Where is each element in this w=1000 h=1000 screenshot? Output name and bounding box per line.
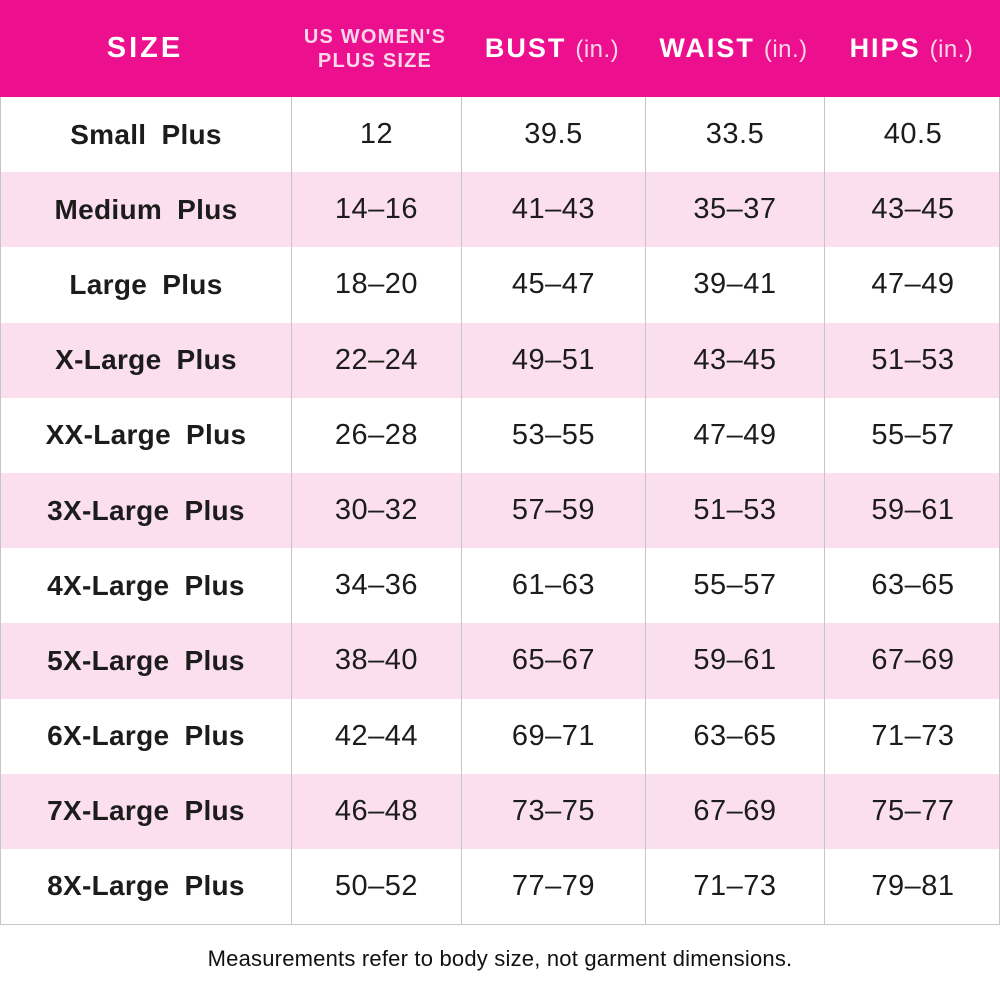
hips-column-label: HIPS bbox=[849, 33, 921, 63]
row-value-waist: 35–37 bbox=[645, 172, 824, 248]
row-value-bust: 69–71 bbox=[461, 698, 645, 774]
row-value-bust: 65–67 bbox=[461, 623, 645, 699]
table-row: 4X-Large Plus 34–36 61–63 55–57 63–65 bbox=[1, 548, 1000, 624]
table-row: Large Plus 18–20 45–47 39–41 47–49 bbox=[1, 247, 1000, 323]
row-size-label: 3X-Large Plus bbox=[47, 494, 245, 526]
row-value-waist: 63–65 bbox=[645, 698, 824, 774]
row-value-plus_size: 22–24 bbox=[291, 322, 461, 398]
row-value-hips: 79–81 bbox=[824, 848, 1000, 925]
row-value-bust: 53–55 bbox=[461, 397, 645, 473]
plus-size-column-label-line2: PLUS SIZE bbox=[317, 49, 433, 72]
row-value-waist: 67–69 bbox=[645, 773, 824, 849]
row-value-hips: 67–69 bbox=[824, 623, 1000, 699]
row-value-hips: 71–73 bbox=[824, 698, 1000, 774]
row-size-label: 5X-Large Plus bbox=[47, 644, 245, 676]
table-row: 8X-Large Plus 50–52 77–79 71–73 79–81 bbox=[1, 848, 1000, 925]
row-value-plus_size: 26–28 bbox=[291, 397, 461, 473]
row-value-bust: 61–63 bbox=[461, 548, 645, 624]
row-value-bust: 41–43 bbox=[461, 172, 645, 248]
row-value-plus_size: 18–20 bbox=[291, 247, 461, 323]
row-size-label: Large Plus bbox=[69, 268, 223, 300]
row-value-plus_size: 12 bbox=[291, 97, 461, 173]
row-value-plus_size: 50–52 bbox=[291, 848, 461, 925]
table-row: 3X-Large Plus 30–32 57–59 51–53 59–61 bbox=[1, 472, 1000, 549]
table-row: XX-Large Plus 26–28 53–55 47–49 55–57 bbox=[1, 397, 1000, 473]
table-body: Small Plus 12 39.5 33.5 40.5 Medium Plus 14–16… bbox=[0, 97, 1000, 926]
header-cell-size: SIZE bbox=[0, 32, 290, 65]
row-value-waist: 39–41 bbox=[645, 247, 824, 323]
row-value-waist: 71–73 bbox=[645, 848, 824, 925]
table-row: 7X-Large Plus 46–48 73–75 67–69 75–77 bbox=[1, 773, 1000, 849]
row-value-bust: 39.5 bbox=[461, 97, 645, 173]
row-size-label: Small Plus bbox=[70, 118, 222, 150]
row-value-waist: 55–57 bbox=[645, 548, 824, 624]
row-size-label: 4X-Large Plus bbox=[47, 569, 245, 601]
row-value-hips: 43–45 bbox=[824, 172, 1000, 248]
bust-column-unit: (in.) bbox=[575, 36, 620, 63]
bust-column-label: BUST bbox=[484, 33, 567, 63]
waist-column-label: WAIST bbox=[659, 33, 755, 63]
table-row: Small Plus 12 39.5 33.5 40.5 bbox=[1, 97, 1000, 173]
row-value-plus_size: 30–32 bbox=[291, 472, 461, 549]
row-size-label: X-Large Plus bbox=[55, 344, 237, 376]
measurement-footnote: Measurements refer to body size, not gar… bbox=[207, 946, 793, 972]
table-header-row: SIZE US WOMEN'S PLUS SIZE BUST (in.) WAI… bbox=[0, 0, 1000, 97]
row-value-hips: 63–65 bbox=[824, 548, 1000, 624]
header-cell-hips: HIPS (in.) bbox=[823, 33, 1000, 64]
header-cell-plus-size: US WOMEN'S PLUS SIZE bbox=[290, 25, 460, 73]
row-value-plus_size: 38–40 bbox=[291, 623, 461, 699]
row-value-bust: 49–51 bbox=[461, 322, 645, 398]
row-value-hips: 59–61 bbox=[824, 472, 1000, 549]
row-value-bust: 73–75 bbox=[461, 773, 645, 849]
row-value-waist: 43–45 bbox=[645, 322, 824, 398]
row-size-label: 6X-Large Plus bbox=[47, 720, 245, 752]
row-value-plus_size: 42–44 bbox=[291, 698, 461, 774]
row-value-bust: 57–59 bbox=[461, 472, 645, 549]
table-row: Medium Plus 14–16 41–43 35–37 43–45 bbox=[1, 172, 1000, 248]
header-cell-waist: WAIST (in.) bbox=[644, 33, 823, 64]
row-size-label: 8X-Large Plus bbox=[47, 870, 245, 902]
row-value-plus_size: 46–48 bbox=[291, 773, 461, 849]
row-value-plus_size: 14–16 bbox=[291, 172, 461, 248]
row-value-waist: 59–61 bbox=[645, 623, 824, 699]
row-value-hips: 51–53 bbox=[824, 322, 1000, 398]
table-row: 5X-Large Plus 38–40 65–67 59–61 67–69 bbox=[1, 623, 1000, 699]
waist-column-unit: (in.) bbox=[763, 36, 808, 63]
row-value-hips: 75–77 bbox=[824, 773, 1000, 849]
row-value-waist: 47–49 bbox=[645, 397, 824, 473]
row-value-plus_size: 34–36 bbox=[291, 548, 461, 624]
plus-size-column-label-line1: US WOMEN'S bbox=[303, 25, 447, 48]
row-value-hips: 47–49 bbox=[824, 247, 1000, 323]
hips-column-unit: (in.) bbox=[929, 36, 974, 63]
row-value-waist: 51–53 bbox=[645, 472, 824, 549]
row-value-bust: 45–47 bbox=[461, 247, 645, 323]
row-size-label: 7X-Large Plus bbox=[47, 795, 245, 827]
row-value-hips: 40.5 bbox=[824, 97, 1000, 173]
table-row: 6X-Large Plus 42–44 69–71 63–65 71–73 bbox=[1, 698, 1000, 774]
row-value-bust: 77–79 bbox=[461, 848, 645, 925]
row-value-hips: 55–57 bbox=[824, 397, 1000, 473]
table-row: X-Large Plus 22–24 49–51 43–45 51–53 bbox=[1, 322, 1000, 398]
row-value-waist: 33.5 bbox=[645, 97, 824, 173]
header-cell-bust: BUST (in.) bbox=[460, 33, 644, 64]
row-size-label: Medium Plus bbox=[54, 193, 238, 225]
row-size-label: XX-Large Plus bbox=[45, 419, 247, 451]
size-column-label: SIZE bbox=[106, 32, 184, 64]
